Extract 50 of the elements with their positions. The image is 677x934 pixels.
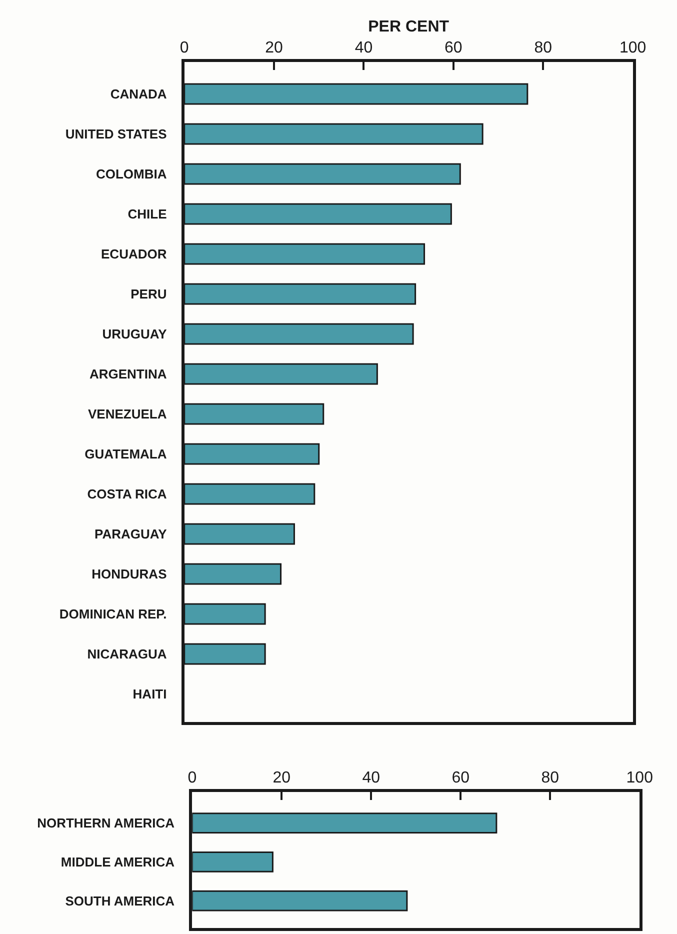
y-tick-label: HAITI: [132, 686, 167, 702]
bar: [184, 363, 378, 385]
y-tick-label: NORTHERN AMERICA: [37, 816, 176, 831]
x-tick-label: 100: [619, 40, 646, 57]
x-tick-label: 20: [272, 770, 291, 787]
x-tick-label: 0: [188, 770, 197, 787]
x-tick-label: 80: [534, 40, 552, 57]
bar: [184, 523, 295, 545]
y-tick-label: ARGENTINA: [89, 366, 168, 382]
x-tick-label: 40: [354, 40, 373, 57]
y-tick-label: COSTA RICA: [87, 486, 168, 502]
x-tick-label: 20: [265, 40, 284, 57]
x-tick-label: 60: [444, 40, 462, 57]
x-tick-label: 0: [180, 40, 189, 57]
y-tick-label: MIDDLE AMERICA: [60, 854, 176, 870]
y-tick-label: PARAGUAY: [94, 526, 168, 542]
bar: [192, 851, 274, 872]
bar: [192, 890, 408, 912]
y-tick-label: COLOMBIA: [96, 166, 168, 182]
y-tick-label: HONDURAS: [92, 566, 168, 582]
bar: [184, 123, 484, 145]
x-tick-label: 80: [541, 770, 560, 787]
bar: [184, 323, 414, 345]
y-tick-label: URUGUAY: [102, 326, 168, 342]
bar: [184, 643, 266, 665]
bar: [184, 443, 320, 465]
y-tick-label: SOUTH AMERICA: [65, 893, 176, 908]
x-axis-title: PER CENT: [368, 18, 450, 36]
bar: [184, 283, 416, 305]
bar: [184, 83, 528, 105]
y-tick-label: UNITED STATES: [65, 126, 168, 142]
bar: [184, 403, 324, 425]
bar: [184, 603, 266, 625]
y-tick-label: PERU: [130, 286, 167, 302]
bar: [184, 203, 452, 225]
bar: [184, 563, 282, 585]
bar: [184, 243, 426, 265]
y-tick-label: VENEZUELA: [88, 406, 168, 422]
y-tick-label: GUATEMALA: [84, 446, 168, 462]
x-tick-label: 40: [362, 770, 380, 787]
y-tick-label: DOMINICAN REP.: [59, 606, 167, 622]
y-tick-label: CANADA: [110, 86, 168, 102]
x-tick-label: 60: [452, 770, 470, 787]
y-tick-label: NICARAGUA: [87, 646, 168, 662]
bar: [192, 812, 498, 834]
bar: [184, 163, 461, 185]
x-tick-label: 100: [626, 770, 654, 787]
y-tick-label: ECUADOR: [101, 246, 168, 262]
bar: [184, 483, 316, 505]
y-tick-label: CHILE: [128, 206, 168, 222]
